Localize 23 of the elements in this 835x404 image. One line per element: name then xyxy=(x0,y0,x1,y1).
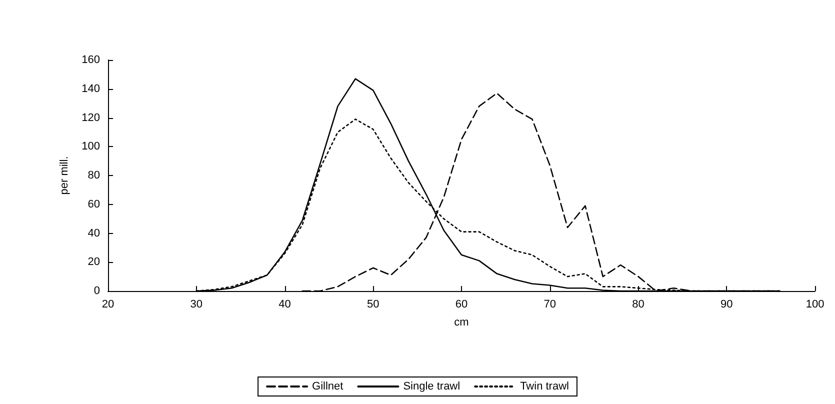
y-tick-label: 60 xyxy=(88,198,100,210)
legend-label: Gillnet xyxy=(312,380,344,392)
x-tick-label: 60 xyxy=(455,298,468,310)
x-tick-label: 40 xyxy=(278,298,291,310)
x-tick-label: 50 xyxy=(367,298,380,310)
x-tick-label: 90 xyxy=(720,298,733,310)
x-tick-label: 80 xyxy=(632,298,644,310)
x-tick-label: 20 xyxy=(102,298,114,310)
y-axis-title: per mill. xyxy=(58,156,70,195)
y-tick-label: 120 xyxy=(82,112,100,124)
y-tick-label: 40 xyxy=(88,227,100,240)
legend-label: Single trawl xyxy=(403,380,460,392)
x-tick-label: 100 xyxy=(806,298,824,310)
y-tick-label: 160 xyxy=(82,54,100,66)
y-tick-label: 100 xyxy=(82,140,100,153)
y-tick-label: 20 xyxy=(88,256,100,268)
legend-label: Twin trawl xyxy=(520,380,569,392)
y-tick-label: 140 xyxy=(82,82,100,95)
x-axis-title: cm xyxy=(454,316,469,328)
y-tick-label: 80 xyxy=(88,170,100,182)
x-tick-label: 70 xyxy=(544,298,556,310)
y-tick-label: 0 xyxy=(94,285,100,297)
x-tick-label: 30 xyxy=(190,298,202,310)
